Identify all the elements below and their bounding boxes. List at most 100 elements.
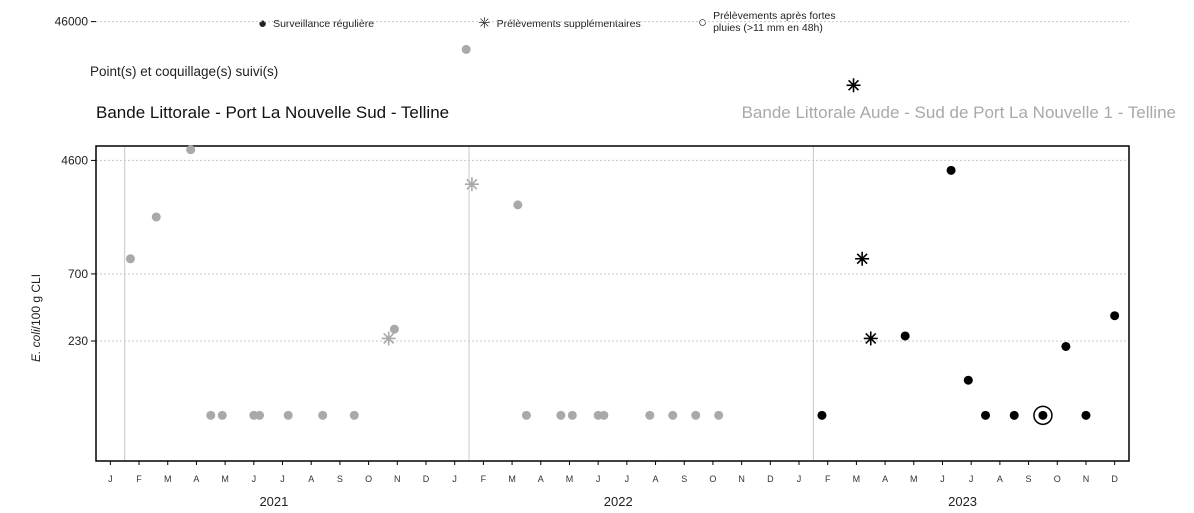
x-month-label: F xyxy=(481,474,487,484)
data-point-extra xyxy=(464,177,479,192)
x-month-label: J xyxy=(797,474,802,484)
data-point-regular xyxy=(186,145,196,155)
asterisk-stroke xyxy=(466,178,478,190)
data-point-regular xyxy=(1081,410,1091,420)
x-month-label: J xyxy=(596,474,601,484)
y-axis-label-rest: /100 g CLI xyxy=(29,274,43,329)
data-point-regular xyxy=(521,410,531,420)
data-point-extra xyxy=(846,78,861,93)
legend-extra: ✳ Prélèvements supplémentaires xyxy=(478,16,641,31)
legend: ● Surveillance régulière ✳ Prélèvements … xyxy=(0,10,1194,46)
x-month-label: S xyxy=(681,474,687,484)
data-point-extra xyxy=(381,331,396,346)
data-point-regular xyxy=(963,375,973,385)
x-month-label: J xyxy=(969,474,974,484)
x-month-label: A xyxy=(882,474,888,484)
x-month-label: A xyxy=(193,474,199,484)
legend-regular: ● Surveillance régulière xyxy=(258,16,374,31)
x-month-label: F xyxy=(136,474,142,484)
data-point-regular xyxy=(151,212,161,222)
x-month-label: M xyxy=(910,474,918,484)
x-month-label: J xyxy=(108,474,113,484)
x-month-label: J xyxy=(252,474,257,484)
x-month-label: S xyxy=(337,474,343,484)
data-point-regular xyxy=(567,410,577,420)
x-month-label: J xyxy=(280,474,285,484)
filled-circle-icon: ● xyxy=(258,15,268,32)
data-point-regular xyxy=(817,410,827,420)
data-point-extra xyxy=(855,251,870,266)
x-year-label: 2023 xyxy=(948,494,977,509)
data-point-regular xyxy=(900,331,910,341)
x-month-label: M xyxy=(566,474,574,484)
data-point-regular xyxy=(461,44,471,54)
y-axis-label-italic: E. coli xyxy=(29,329,43,362)
x-month-label: J xyxy=(940,474,945,484)
data-point-regular xyxy=(125,254,135,264)
data-point-regular xyxy=(206,410,216,420)
data-point-regular xyxy=(556,410,566,420)
data-point-regular xyxy=(946,165,956,175)
data-point-regular xyxy=(349,410,359,420)
x-month-label: O xyxy=(365,474,372,484)
y-axis-label: E. coli/100 g CLI xyxy=(29,274,43,362)
legend-rain: ○ Prélèvements après fortes pluies (>11 … xyxy=(698,10,836,34)
asterisk-stroke xyxy=(856,253,868,265)
legend-extra-label: Prélèvements supplémentaires xyxy=(496,17,641,30)
y-tick-label: 700 xyxy=(68,267,88,281)
legend-regular-label: Surveillance régulière xyxy=(273,17,375,30)
x-month-label: S xyxy=(1026,474,1032,484)
x-month-label: A xyxy=(653,474,659,484)
x-month-label: O xyxy=(709,474,716,484)
data-point-regular xyxy=(217,410,227,420)
data-point-regular xyxy=(255,410,265,420)
x-month-label: O xyxy=(1054,474,1061,484)
data-point-regular xyxy=(1038,410,1048,420)
data-point-regular xyxy=(714,410,724,420)
data-point-regular xyxy=(389,324,399,334)
x-month-label: M xyxy=(164,474,172,484)
x-year-label: 2022 xyxy=(604,494,633,509)
x-month-label: N xyxy=(738,474,745,484)
data-point-regular xyxy=(645,410,655,420)
x-month-label: A xyxy=(997,474,1003,484)
asterisk-icon: ✳ xyxy=(478,15,491,32)
x-month-label: N xyxy=(1083,474,1090,484)
asterisk-stroke xyxy=(848,79,860,91)
data-point-regular xyxy=(981,410,991,420)
x-month-label: A xyxy=(538,474,544,484)
data-point-regular xyxy=(1061,341,1071,351)
data-point-regular xyxy=(1009,410,1019,420)
x-month-label: M xyxy=(508,474,516,484)
legend-rain-label-1: Prélèvements après fortes xyxy=(713,10,836,22)
plot-frame xyxy=(95,145,1130,462)
x-month-label: A xyxy=(308,474,314,484)
open-circle-icon: ○ xyxy=(698,13,708,31)
x-year-label: 2021 xyxy=(259,494,288,509)
data-point-extra xyxy=(863,331,878,346)
x-month-label: D xyxy=(767,474,774,484)
subtitle: Point(s) et coquillage(s) suivi(s) xyxy=(90,64,279,79)
data-point-regular xyxy=(318,410,328,420)
x-month-label: M xyxy=(221,474,229,484)
data-point-regular xyxy=(1110,311,1120,321)
series-title-b: Bande Littorale Aude - Sud de Port La No… xyxy=(741,103,1176,122)
data-point-regular xyxy=(283,410,293,420)
data-point-regular xyxy=(599,410,609,420)
data-point-regular xyxy=(691,410,701,420)
data-point-rain xyxy=(1033,405,1053,426)
y-tick-label: 4600 xyxy=(61,153,88,167)
series-title-a: Bande Littorale - Port La Nouvelle Sud -… xyxy=(96,103,450,122)
x-month-label: J xyxy=(625,474,630,484)
x-month-label: D xyxy=(1111,474,1118,484)
legend-rain-label-2: pluies (>11 mm en 48h) xyxy=(713,22,823,34)
asterisk-stroke xyxy=(865,332,877,344)
data-point-regular xyxy=(513,200,523,210)
x-month-label: D xyxy=(423,474,430,484)
x-month-label: N xyxy=(394,474,401,484)
asterisk-stroke xyxy=(383,332,395,344)
x-month-label: M xyxy=(853,474,861,484)
data-point-regular xyxy=(668,410,678,420)
y-tick-label: 230 xyxy=(68,334,88,348)
